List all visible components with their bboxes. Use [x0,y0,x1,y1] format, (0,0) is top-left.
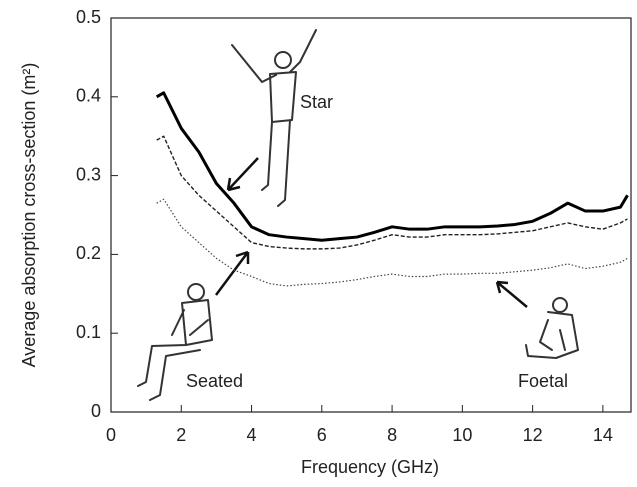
annotation: Foetal [518,371,568,391]
y-tick-label: 0 [91,401,101,421]
foetal-figure [525,297,579,359]
x-tick-label: 0 [106,425,116,445]
y-tick-label: 0.1 [76,322,101,342]
star-figure [231,29,317,207]
x-axis-label: Frequency (GHz) [301,457,439,477]
seated-figure [137,283,213,401]
series-line [156,135,628,250]
x-tick-label: 6 [317,425,327,445]
x-tick-label: 12 [523,425,543,445]
foetal-arrow [495,280,528,308]
annotation: Seated [186,371,243,391]
x-tick-label: 10 [452,425,472,445]
x-tick-label: 8 [387,425,397,445]
y-tick-label: 0.5 [76,7,101,27]
series-line [156,198,628,287]
x-tick-label: 4 [247,425,257,445]
star-arrow [226,157,259,192]
y-tick-label: 0.4 [76,86,101,106]
y-tick-label: 0.2 [76,243,101,263]
annotation: Star [300,92,333,112]
x-tick-label: 14 [593,425,613,445]
plot-frame [110,17,632,413]
series-line [155,91,629,242]
y-axis-label: Average absorption cross-section (m²) [19,63,39,368]
x-tick-label: 2 [176,425,186,445]
seated-arrow [214,250,250,296]
y-tick-label: 0.3 [76,164,101,184]
